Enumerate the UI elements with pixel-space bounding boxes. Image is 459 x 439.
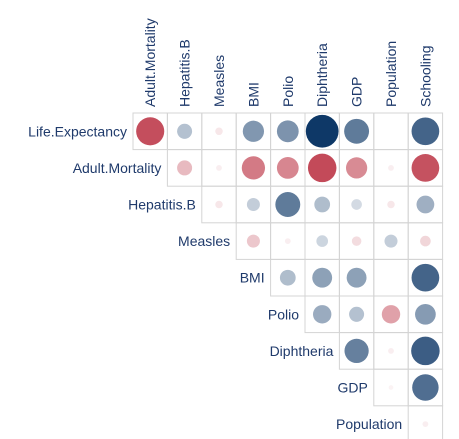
corr-circle-life-expectancy-measles bbox=[215, 128, 223, 136]
corr-circle-adult-mortality-schooling bbox=[412, 154, 440, 182]
corr-circle-hepatitis-b-population bbox=[387, 201, 395, 209]
corr-circle-polio-gdp bbox=[349, 307, 364, 322]
col-label-adult-mortality: Adult.Mortality bbox=[142, 18, 158, 107]
row-label-life-expectancy: Life.Expectancy bbox=[28, 123, 127, 139]
row-label-population: Population bbox=[336, 416, 402, 432]
corr-circle-hepatitis-b-schooling bbox=[417, 196, 435, 214]
row-label-polio: Polio bbox=[268, 306, 299, 322]
row-label-bmi: BMI bbox=[240, 270, 265, 286]
corr-circle-adult-mortality-diphtheria bbox=[308, 154, 337, 183]
correlation-circles bbox=[136, 115, 440, 427]
corr-circle-hepatitis-b-measles bbox=[215, 201, 223, 209]
row-label-gdp: GDP bbox=[337, 380, 367, 396]
column-labels: Adult.Mortality Hepatitis.B Measles BMI Poli… bbox=[142, 18, 433, 107]
corr-circle-life-expectancy-adult-mortality bbox=[136, 117, 164, 145]
row-label-hepatitis-b: Hepatitis.B bbox=[128, 197, 196, 213]
corr-circle-gdp-schooling bbox=[412, 374, 438, 400]
corr-circle-life-expectancy-hepatitis-b bbox=[177, 124, 192, 139]
corr-circle-bmi-polio bbox=[280, 270, 296, 286]
row-label-measles: Measles bbox=[178, 233, 230, 249]
corr-circle-bmi-gdp bbox=[347, 268, 367, 288]
corr-circle-life-expectancy-population bbox=[390, 130, 392, 132]
col-label-polio: Polio bbox=[280, 76, 296, 107]
corr-circle-adult-mortality-polio bbox=[277, 157, 299, 179]
corr-circle-life-expectancy-bmi bbox=[243, 121, 264, 142]
row-labels: Life.Expectancy Adult.Mortality Hepatitis.… bbox=[28, 123, 402, 432]
corr-circle-measles-schooling bbox=[420, 236, 431, 247]
corr-circle-bmi-diphtheria bbox=[312, 268, 332, 288]
corr-circle-adult-mortality-measles bbox=[216, 165, 222, 171]
corr-circle-diphtheria-gdp bbox=[344, 339, 368, 363]
corr-circle-polio-population bbox=[382, 305, 400, 323]
corr-circle-diphtheria-population bbox=[388, 348, 394, 354]
corr-circle-life-expectancy-gdp bbox=[344, 119, 369, 144]
corr-circle-adult-mortality-gdp bbox=[346, 157, 367, 178]
corr-circle-polio-schooling bbox=[415, 304, 436, 325]
corr-circle-life-expectancy-polio bbox=[277, 120, 299, 142]
row-label-adult-mortality: Adult.Mortality bbox=[73, 160, 162, 176]
corr-circle-diphtheria-schooling bbox=[411, 337, 440, 366]
corr-circle-measles-diphtheria bbox=[316, 235, 328, 247]
corr-circle-polio-diphtheria bbox=[313, 305, 331, 323]
corr-circle-measles-gdp bbox=[352, 236, 362, 246]
corr-circle-measles-polio bbox=[285, 238, 291, 244]
row-label-diphtheria: Diphtheria bbox=[270, 343, 334, 359]
corr-circle-measles-population bbox=[384, 235, 397, 248]
corr-circle-hepatitis-b-bmi bbox=[247, 198, 260, 211]
corr-circle-bmi-schooling bbox=[412, 264, 440, 292]
corr-circle-adult-mortality-population bbox=[388, 165, 394, 171]
corr-circle-life-expectancy-diphtheria bbox=[306, 115, 339, 148]
col-label-bmi: BMI bbox=[245, 82, 261, 107]
corr-circle-life-expectancy-schooling bbox=[412, 117, 440, 145]
col-label-gdp: GDP bbox=[349, 77, 365, 107]
corr-circle-measles-bmi bbox=[247, 235, 260, 248]
corr-circle-gdp-population bbox=[389, 385, 394, 390]
col-label-measles: Measles bbox=[211, 55, 227, 107]
col-label-population: Population bbox=[383, 41, 399, 107]
corr-circle-population-schooling bbox=[422, 421, 428, 427]
corr-circle-bmi-population bbox=[390, 277, 392, 279]
col-label-hepatitis-b: Hepatitis.B bbox=[177, 39, 193, 107]
col-label-schooling: Schooling bbox=[417, 46, 433, 108]
corr-circle-hepatitis-b-polio bbox=[275, 192, 300, 217]
corr-circle-hepatitis-b-gdp bbox=[351, 199, 362, 210]
corr-circle-hepatitis-b-diphtheria bbox=[314, 197, 330, 213]
corr-circle-adult-mortality-hepatitis-b bbox=[177, 160, 192, 175]
corr-circle-adult-mortality-bmi bbox=[242, 156, 265, 179]
col-label-diphtheria: Diphtheria bbox=[314, 43, 330, 107]
